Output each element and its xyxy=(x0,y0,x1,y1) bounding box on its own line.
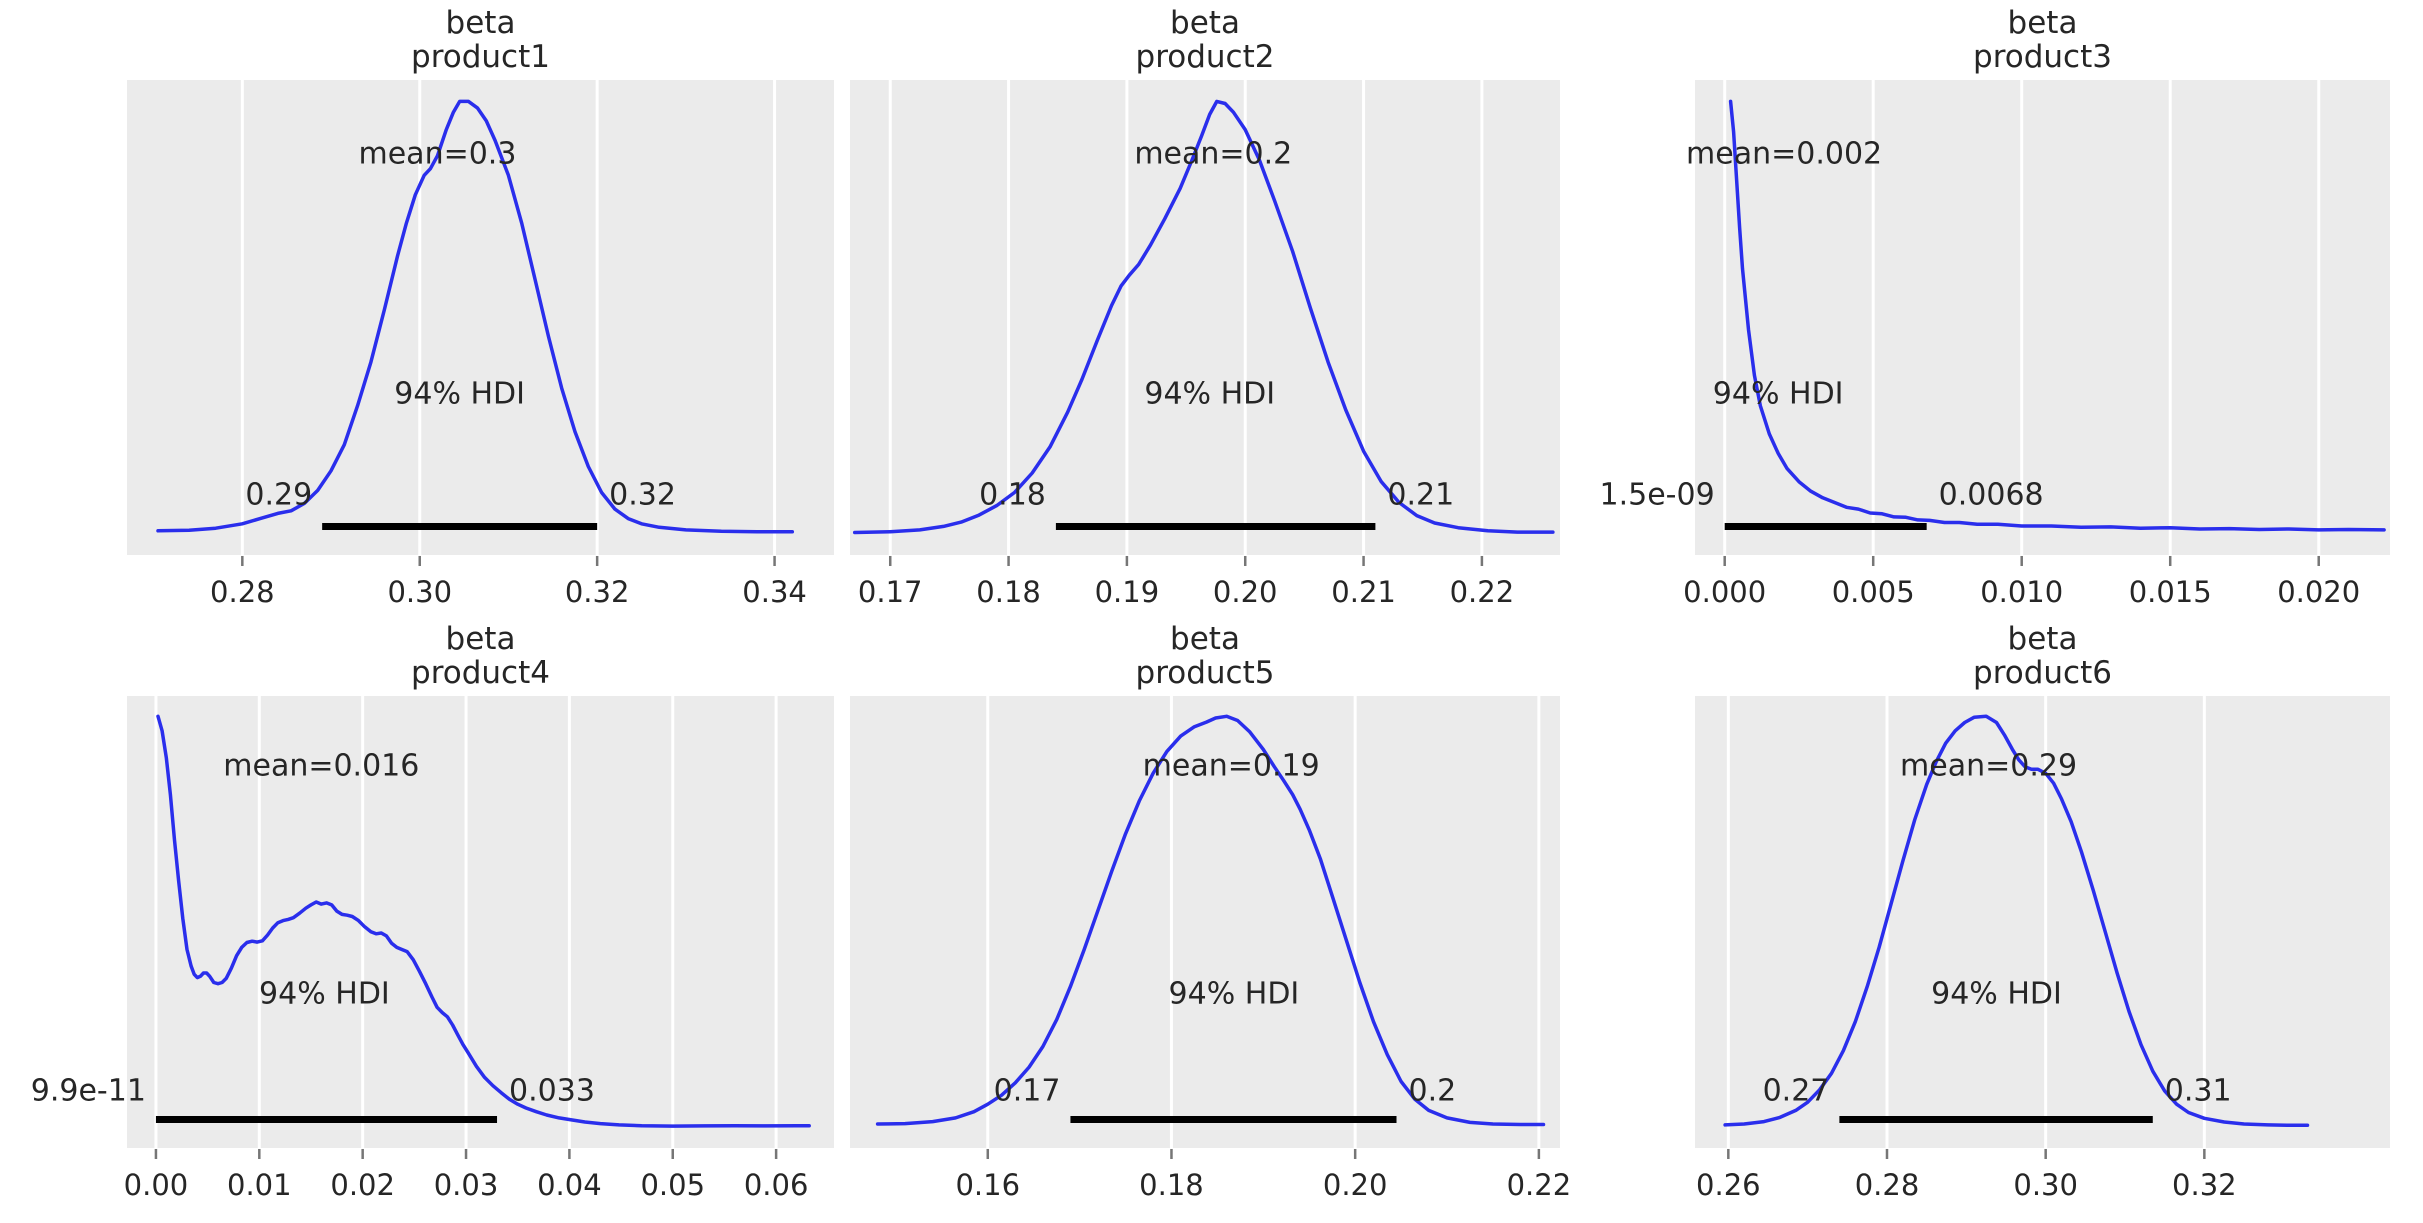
x-tick-label: 0.06 xyxy=(743,1168,809,1202)
axes-background xyxy=(1695,80,2390,555)
plot-title: beta product3 xyxy=(1695,6,2390,74)
x-tick-label: 0.22 xyxy=(1449,575,1515,609)
x-tick-label: 0.32 xyxy=(2172,1168,2237,1202)
x-tick-label: 0.015 xyxy=(2128,575,2212,609)
title-parameter: beta xyxy=(2007,621,2078,657)
x-tick-label: 0.30 xyxy=(2013,1168,2078,1202)
hdi-lower-label: 0.27 xyxy=(1762,1073,1830,1109)
title-parameter: beta xyxy=(1170,621,1240,657)
kde-curve xyxy=(156,714,811,1128)
x-tick-label: 0.20 xyxy=(1322,1168,1388,1202)
plot-area xyxy=(154,696,811,1159)
plot-area xyxy=(1723,696,2310,1159)
hdi-title-label: 94% HDI xyxy=(1931,976,2062,1012)
title-coordinate: product6 xyxy=(1973,655,2112,691)
kde-curve xyxy=(1723,714,2310,1128)
mean-label: mean=0.3 xyxy=(358,136,517,172)
mean-label: mean=0.2 xyxy=(1134,136,1293,172)
hdi-upper-label: 0.32 xyxy=(609,477,676,513)
hdi-title-label: 94% HDI xyxy=(1712,376,1844,411)
x-tick-label: 0.010 xyxy=(1980,575,2064,609)
hdi-lower-label: 0.17 xyxy=(993,1073,1061,1109)
hdi-lower-label: 1.5e-09 xyxy=(1599,477,1715,513)
x-tick-label: 0.32 xyxy=(564,575,630,609)
axes-background xyxy=(850,80,1560,555)
x-tick-label: 0.05 xyxy=(640,1168,706,1202)
hdi-lower-label: 9.9e-11 xyxy=(30,1073,146,1109)
hdi-title-label: 94% HDI xyxy=(394,376,526,411)
axes-background xyxy=(850,696,1560,1148)
axes-background xyxy=(127,80,834,555)
subplot-product2: beta product2 mean=0.2 94% HDI 0.18 0.21 0.17 0… xyxy=(850,6,1560,609)
hdi-title-label: 94% HDI xyxy=(1144,376,1276,411)
x-tick-label: 0.34 xyxy=(742,575,807,609)
mean-label: mean=0.016 xyxy=(223,748,420,784)
hdi-title-label: 94% HDI xyxy=(1168,976,1300,1012)
subplot-product5: beta product5 mean=0.19 94% HDI 0.17 0.2 0.16 0… xyxy=(850,622,1571,1202)
x-tick-label: 0.30 xyxy=(387,575,453,609)
mean-label: mean=0.19 xyxy=(1142,748,1320,784)
hdi-lower-label: 0.29 xyxy=(245,477,313,513)
plot-title: beta product5 xyxy=(850,622,1560,690)
hdi-upper-label: 0.2 xyxy=(1408,1073,1457,1109)
mean-label: mean=0.002 xyxy=(1686,136,1883,172)
x-tick-label: 0.020 xyxy=(2277,575,2361,609)
x-tick-label: 0.28 xyxy=(210,575,275,609)
kde-curve xyxy=(852,99,1555,535)
x-tick-label: 0.21 xyxy=(1331,575,1396,609)
plot-area xyxy=(156,80,795,566)
x-tick-label: 0.22 xyxy=(1506,1168,1572,1202)
x-tick-label: 0.000 xyxy=(1683,575,1767,609)
title-parameter: beta xyxy=(445,5,516,41)
kde-curve xyxy=(875,714,1546,1127)
plot-area xyxy=(852,80,1555,566)
x-tick-label: 0.26 xyxy=(1696,1168,1761,1202)
title-coordinate: product3 xyxy=(1973,39,2112,75)
title-parameter: beta xyxy=(2007,5,2078,41)
title-coordinate: product4 xyxy=(411,655,550,691)
kde-curve xyxy=(156,99,795,534)
kde-curve xyxy=(1728,99,2386,532)
hdi-upper-label: 0.033 xyxy=(509,1073,595,1109)
x-tick-label: 0.28 xyxy=(1854,1168,1920,1202)
mean-label: mean=0.29 xyxy=(1900,748,2078,784)
plot-title: beta product6 xyxy=(1695,622,2390,690)
title-parameter: beta xyxy=(1170,5,1240,41)
x-tick-label: 0.17 xyxy=(857,575,923,609)
x-tick-label: 0.18 xyxy=(976,575,1041,609)
x-tick-label: 0.02 xyxy=(330,1168,395,1202)
plot-area xyxy=(875,696,1546,1159)
hdi-upper-label: 0.21 xyxy=(1387,477,1455,513)
x-tick-label: 0.03 xyxy=(433,1168,499,1202)
subplot-product6: beta product6 mean=0.29 94% HDI 0.27 0.31 0.26… xyxy=(1695,622,2390,1202)
subplot-product3: beta product3 mean=0.002 94% HDI 1.5e-09 0.00… xyxy=(1600,6,2390,609)
subplot-product1: beta product1 mean=0.3 94% HDI 0.29 0.32 0.28 0… xyxy=(127,6,834,609)
subplot-product4: beta product4 mean=0.016 94% HDI 9.9e-11 0.03… xyxy=(31,622,834,1202)
x-tick-label: 0.00 xyxy=(123,1168,189,1202)
x-tick-label: 0.005 xyxy=(1831,575,1915,609)
title-parameter: beta xyxy=(445,621,516,657)
x-tick-label: 0.04 xyxy=(537,1168,602,1202)
x-tick-label: 0.20 xyxy=(1212,575,1278,609)
hdi-title-label: 94% HDI xyxy=(259,976,390,1012)
plot-area xyxy=(1723,80,2386,566)
hdi-upper-label: 0.31 xyxy=(2164,1073,2232,1109)
title-coordinate: product2 xyxy=(1135,39,1275,75)
title-coordinate: product5 xyxy=(1135,655,1275,691)
hdi-upper-label: 0.0068 xyxy=(1938,477,2044,513)
plot-title: beta product2 xyxy=(850,6,1560,74)
x-tick-label: 0.01 xyxy=(227,1168,292,1202)
hdi-lower-label: 0.18 xyxy=(979,477,1046,513)
title-coordinate: product1 xyxy=(411,39,550,75)
plot-title: beta product1 xyxy=(127,6,834,74)
plot-title: beta product4 xyxy=(127,622,834,690)
x-tick-label: 0.16 xyxy=(955,1168,1021,1202)
x-tick-label: 0.18 xyxy=(1139,1168,1204,1202)
x-tick-label: 0.19 xyxy=(1094,575,1160,609)
